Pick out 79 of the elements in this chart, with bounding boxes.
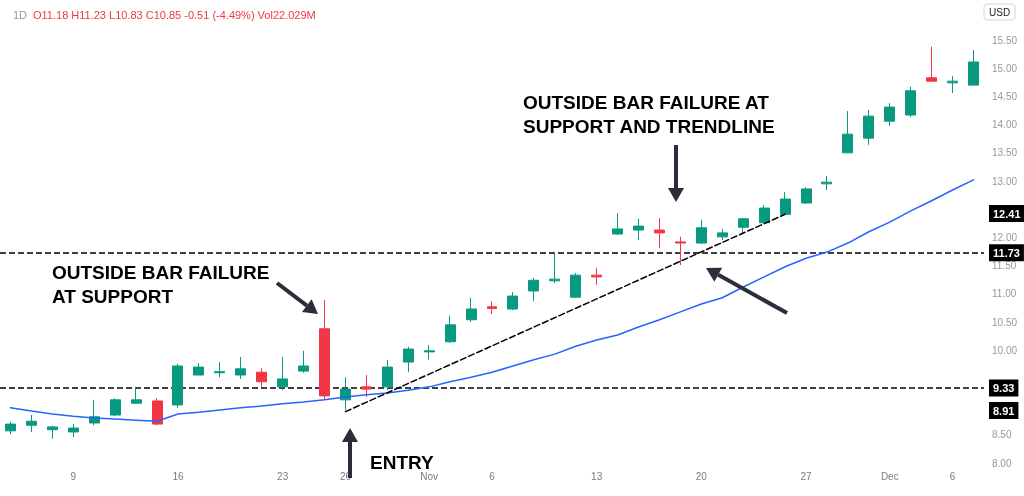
candlestick xyxy=(884,102,895,127)
y-tick-label: 14.00 xyxy=(992,119,1018,131)
annotation: OUTSIDE BAR FAILURE AT SUPPORT AND TRENDLINE xyxy=(523,91,775,137)
candlestick xyxy=(403,346,414,373)
text: 12.41 xyxy=(993,207,1021,220)
candlestick xyxy=(319,299,330,401)
ref-line-label: 11.73 xyxy=(993,246,1020,259)
candlestick xyxy=(675,236,686,266)
x-tick-label: 27 xyxy=(800,470,813,482)
y-tick-label: 13.00 xyxy=(992,175,1018,187)
y-tick-label: 15.50 xyxy=(992,34,1018,46)
candlestick xyxy=(382,359,393,391)
candlestick xyxy=(926,46,937,82)
x-tick-label: 16 xyxy=(172,470,184,482)
candlestick xyxy=(256,367,267,388)
candlestick xyxy=(947,75,958,94)
candlestick xyxy=(905,86,916,118)
candlestick xyxy=(110,397,121,417)
candlestick xyxy=(738,217,749,235)
y-tick-label: 12.00 xyxy=(992,231,1018,243)
ref-line-label: 9.33 xyxy=(993,381,1015,394)
candlestick xyxy=(466,297,477,323)
y-tick-label: 8.50 xyxy=(992,429,1012,441)
candlestick xyxy=(487,300,497,315)
candlestick xyxy=(424,344,435,361)
candlestick xyxy=(696,219,707,245)
x-tick-label: Dec xyxy=(880,470,899,482)
x-tick-label: 6 xyxy=(489,470,496,482)
candlestick xyxy=(152,397,163,426)
candlestick xyxy=(193,362,204,376)
y-tick-label: 11.50 xyxy=(992,260,1017,272)
candlestick xyxy=(801,186,812,205)
line-series xyxy=(9,179,975,423)
x-tick-label: 23 xyxy=(277,470,289,482)
candlestick xyxy=(612,212,623,236)
y-tick-label: 15.00 xyxy=(992,62,1018,74)
y-tick-label: 10.50 xyxy=(992,316,1018,328)
chart-title: 1D xyxy=(13,8,28,21)
candlestick xyxy=(654,217,665,249)
y-tick-label: 10.00 xyxy=(992,344,1018,356)
candlestick xyxy=(633,218,644,241)
candlestick xyxy=(842,110,853,154)
candlestick xyxy=(277,356,288,391)
candlestick xyxy=(131,386,142,405)
candlestick xyxy=(361,374,372,398)
y-tick-label: 11.00 xyxy=(992,288,1017,300)
x-tick-label: 6 xyxy=(949,470,956,482)
candlestick xyxy=(968,49,979,86)
y-tick-label: 14.50 xyxy=(992,90,1018,102)
candlestick xyxy=(863,109,874,146)
candlestick xyxy=(528,277,539,302)
candlestick xyxy=(68,423,79,438)
x-tick-label: 9 xyxy=(70,470,77,482)
candlestick xyxy=(172,363,183,409)
candlestick xyxy=(717,228,728,241)
candlestick xyxy=(235,356,246,380)
annotation: OUTSIDE BAR FAILURE AT SUPPORT xyxy=(52,261,275,307)
candlestick xyxy=(5,421,16,435)
candlestick xyxy=(507,291,518,311)
candlestick xyxy=(570,272,581,299)
text: 8.91 xyxy=(993,404,1015,417)
x-tick-label: Nov xyxy=(420,470,439,482)
annotation: ENTRY xyxy=(370,451,435,473)
x-tick-label: 13 xyxy=(591,470,603,482)
y-tick-label: 8.00 xyxy=(992,457,1012,469)
candlestick xyxy=(445,315,456,344)
y-axis-title: USD xyxy=(989,6,1011,18)
candlestick xyxy=(26,414,37,433)
candlestick xyxy=(549,252,560,284)
candlestick xyxy=(821,175,832,191)
candlestick xyxy=(214,361,225,378)
chart-subtitle: O11.18 H11.23 L10.83 C10.85 -0.51 (-4.49%) Vol22.029M xyxy=(33,8,316,21)
y-tick-label: 13.50 xyxy=(992,147,1018,159)
candlestick xyxy=(298,350,309,374)
candlestick xyxy=(47,425,58,440)
candlestick xyxy=(591,267,602,286)
x-tick-label: 20 xyxy=(695,470,708,482)
candlestick xyxy=(759,204,770,224)
candlestick xyxy=(780,191,791,216)
